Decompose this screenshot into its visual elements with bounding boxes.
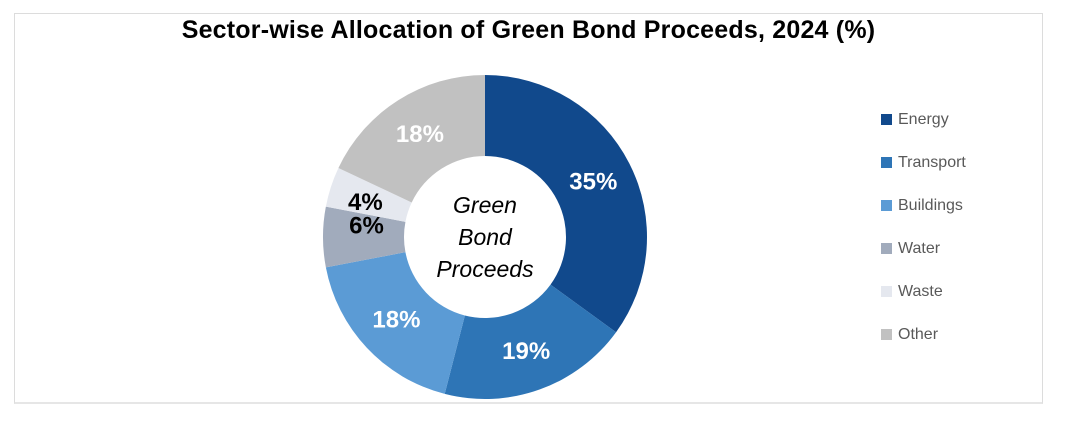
legend-label: Buildings bbox=[898, 196, 963, 214]
legend-item-waste: Waste bbox=[881, 281, 966, 302]
slice-energy bbox=[485, 75, 647, 333]
center-label-line: Proceeds bbox=[436, 256, 534, 282]
slice-transport bbox=[444, 284, 617, 399]
data-label-transport: 19% bbox=[502, 338, 550, 365]
slice-waste bbox=[325, 168, 412, 222]
center-label-line: Bond bbox=[458, 224, 512, 250]
data-label-waste: 4% bbox=[348, 189, 383, 216]
legend-swatch-icon bbox=[881, 329, 892, 340]
legend-swatch-icon bbox=[881, 243, 892, 254]
legend-label: Transport bbox=[898, 153, 966, 171]
legend-label: Other bbox=[898, 325, 939, 343]
donut-center-label: Green Bond Proceeds bbox=[436, 189, 533, 285]
legend-item-energy: Energy bbox=[881, 109, 966, 130]
legend-label: Water bbox=[898, 239, 941, 257]
legend-item-buildings: Buildings bbox=[881, 195, 966, 216]
slice-buildings bbox=[325, 252, 465, 394]
legend-label: Waste bbox=[898, 282, 943, 300]
legend-swatch-icon bbox=[881, 157, 892, 168]
legend-item-other: Other bbox=[881, 324, 966, 345]
data-label-buildings: 18% bbox=[372, 307, 420, 334]
chart-title: Sector-wise Allocation of Green Bond Pro… bbox=[181, 16, 876, 44]
data-label-energy: 35% bbox=[569, 168, 617, 195]
legend-swatch-icon bbox=[881, 114, 892, 125]
legend-item-transport: Transport bbox=[881, 152, 966, 173]
data-label-water: 6% bbox=[349, 213, 384, 240]
legend-label: Energy bbox=[898, 110, 949, 128]
slice-other bbox=[338, 75, 485, 203]
legend-swatch-icon bbox=[881, 286, 892, 297]
data-label-other: 18% bbox=[396, 121, 444, 148]
legend: Energy Transport Buildings Water Waste Other bbox=[881, 109, 966, 367]
slice-water bbox=[322, 206, 406, 268]
center-label-line: Green bbox=[453, 192, 517, 218]
legend-item-water: Water bbox=[881, 238, 966, 259]
legend-swatch-icon bbox=[881, 200, 892, 211]
